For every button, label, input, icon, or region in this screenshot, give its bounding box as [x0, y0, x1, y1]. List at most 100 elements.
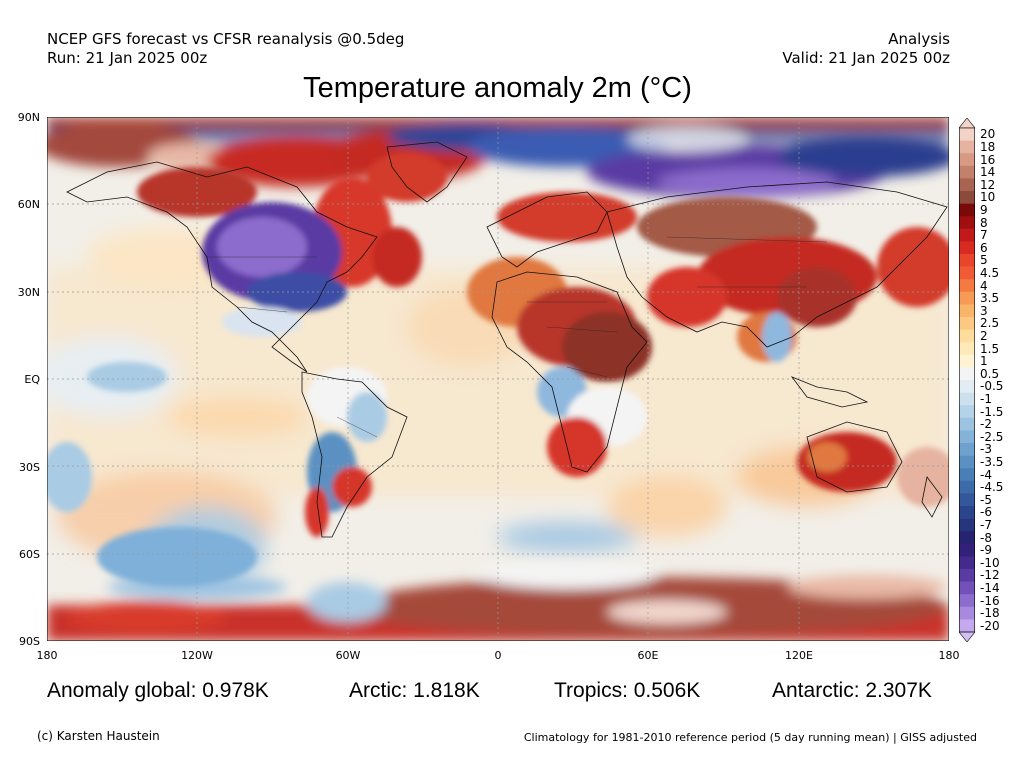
colorbar-label: -1.5 — [980, 404, 1004, 419]
colorbar-label: -20 — [980, 618, 1000, 633]
anomaly-map — [47, 117, 949, 641]
colorbar-swatch — [959, 405, 975, 419]
stat-tropics: Tropics: 0.506K — [554, 679, 701, 702]
colorbar-label: 12 — [980, 177, 996, 192]
colorbar-label: -3.5 — [980, 454, 1004, 469]
colorbar-swatch — [959, 430, 975, 444]
colorbar-label: 4 — [980, 278, 988, 293]
colorbar-swatch — [959, 191, 975, 204]
colorbar-label: -6 — [980, 505, 992, 520]
lon-label-60e: 60E — [637, 649, 659, 662]
colorbar-label: 3 — [980, 303, 988, 318]
country-borders — [207, 236, 828, 438]
lon-label-180e: 180 — [938, 649, 960, 662]
colorbar-swatch — [959, 203, 975, 217]
colorbar-label: 2.5 — [980, 316, 1000, 331]
colorbar-label: 5 — [980, 253, 988, 268]
colorbar-swatch — [959, 493, 975, 507]
colorbar-swatch — [959, 392, 975, 406]
colorbar-swatch — [959, 216, 975, 230]
lat-label-eq: EQ — [24, 373, 40, 386]
colorbar-label: -18 — [980, 606, 1000, 621]
colorbar-label: -2.5 — [980, 429, 1004, 444]
lat-label-60n: 60N — [17, 198, 40, 211]
colorbar-swatch — [959, 556, 975, 570]
model-description: NCEP GFS forecast vs CFSR reanalysis @0.… — [47, 30, 405, 48]
colorbar-label: -7 — [980, 517, 992, 532]
graticule — [47, 117, 949, 641]
colorbar-swatch — [959, 480, 975, 494]
colorbar-swatches — [958, 117, 976, 643]
colorbar-swatch — [959, 455, 975, 469]
lon-label-180w: 180 — [36, 649, 58, 662]
colorbar-label: 0.5 — [980, 366, 1000, 381]
colorbar-label: -12 — [980, 568, 1000, 583]
colorbar-label: 18 — [980, 139, 996, 154]
lat-label-60s: 60S — [19, 548, 40, 561]
stat-arctic: Arctic: 1.818K — [349, 679, 480, 702]
colorbar-swatch — [959, 291, 975, 305]
colorbar-label: 20 — [980, 127, 996, 142]
colorbar-swatch — [959, 254, 975, 267]
colorbar-label: -8 — [980, 530, 992, 545]
map-title: Temperature anomaly 2m (°C) — [303, 72, 692, 104]
valid-time: Valid: 21 Jan 2025 00z — [782, 49, 950, 67]
colorbar-label: 2 — [980, 328, 988, 343]
colorbar-swatch — [959, 329, 975, 343]
colorbar-label: -0.5 — [980, 379, 1004, 394]
run-time: Run: 21 Jan 2025 00z — [47, 49, 208, 67]
colorbar-label: -3 — [980, 442, 992, 457]
colorbar-label: -5 — [980, 492, 992, 507]
antarctic-anomaly — [47, 561, 949, 641]
colorbar-swatch — [959, 354, 975, 368]
colorbar-label: -14 — [980, 580, 1000, 595]
colorbar-label: -4.5 — [980, 480, 1004, 495]
lat-label-30s: 30S — [19, 461, 40, 474]
colorbar-swatch — [959, 241, 975, 255]
climatology-note: Climatology for 1981-2010 reference peri… — [523, 731, 977, 744]
colorbar-swatch — [959, 153, 975, 167]
colorbar-label: 4.5 — [980, 265, 1000, 280]
colorbar-swatch — [959, 367, 975, 381]
copyright: (c) Karsten Haustein — [37, 729, 160, 743]
colorbar-swatch — [959, 569, 975, 582]
colorbar-swatch — [959, 518, 975, 532]
colorbar-label: -4 — [980, 467, 992, 482]
lat-label-90s: 90S — [19, 635, 40, 648]
colorbar-label: -10 — [980, 555, 1000, 570]
colorbar-swatch — [959, 443, 975, 456]
colorbar-swatch — [959, 531, 975, 545]
colorbar-swatch — [959, 417, 975, 431]
colorbar-top-arrow — [958, 117, 976, 129]
colorbar — [958, 117, 976, 646]
colorbar-label: 14 — [980, 165, 996, 180]
colorbar-label: 3.5 — [980, 291, 1000, 306]
header-left: NCEP GFS forecast vs CFSR reanalysis @0.… — [47, 30, 404, 68]
colorbar-label: 1.5 — [980, 341, 1000, 356]
colorbar-swatch — [959, 178, 975, 192]
colorbar-swatch — [959, 594, 975, 608]
colorbar-label: 1 — [980, 354, 988, 369]
colorbar-swatch — [959, 140, 975, 154]
coastlines — [66, 141, 948, 538]
colorbar-label: 8 — [980, 215, 988, 230]
colorbar-label: 6 — [980, 240, 988, 255]
arctic-anomaly — [47, 117, 949, 198]
colorbar-label: 10 — [980, 190, 996, 205]
lat-label-90n: 90N — [17, 111, 40, 124]
colorbar-swatch — [959, 304, 975, 318]
colorbar-label: -16 — [980, 593, 1000, 608]
colorbar-swatch — [959, 581, 975, 595]
lon-label-0: 0 — [494, 649, 502, 662]
stat-antarctic: Antarctic: 2.307K — [772, 679, 932, 702]
lon-label-120w: 120W — [181, 649, 213, 662]
colorbar-swatch — [959, 619, 975, 633]
stat-global: Anomaly global: 0.978K — [47, 679, 269, 702]
colorbar-swatch — [959, 128, 975, 141]
colorbar-label: -1 — [980, 391, 992, 406]
colorbar-swatch — [959, 380, 975, 393]
colorbar-swatch — [959, 266, 975, 280]
colorbar-label: 7 — [980, 228, 988, 243]
lon-label-60w: 60W — [335, 649, 361, 662]
colorbar-label: -2 — [980, 417, 992, 432]
